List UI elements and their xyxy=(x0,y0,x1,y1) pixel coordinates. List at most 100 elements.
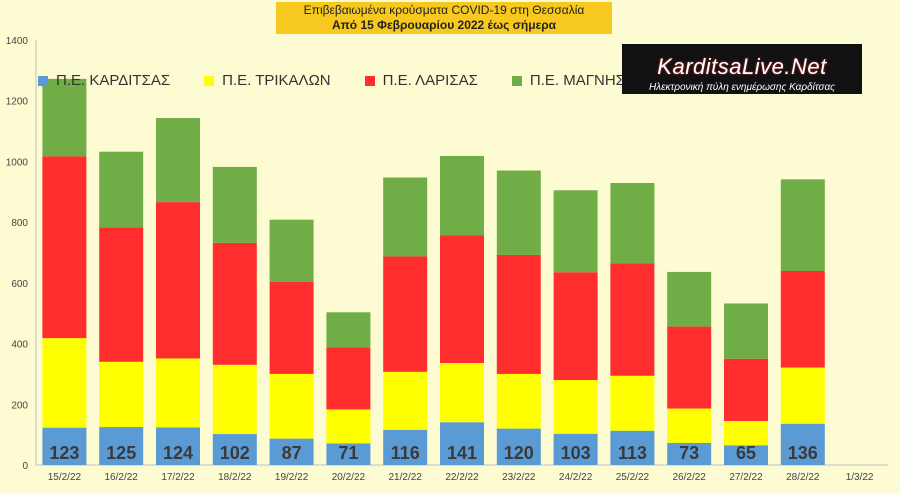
bar-segment xyxy=(667,271,712,327)
bar-segment xyxy=(326,409,371,444)
data-label: 71 xyxy=(338,443,358,463)
data-label: 123 xyxy=(49,443,79,463)
legend-swatch-magnesia xyxy=(511,75,522,86)
data-label: 103 xyxy=(561,443,591,463)
chart-title: Επιβεβαιωμένα κρούσματα COVID-19 στη Θεσ… xyxy=(303,3,585,17)
x-tick-label: 1/3/22 xyxy=(846,472,874,483)
bar-segment xyxy=(440,235,484,363)
y-tick-label: 400 xyxy=(11,340,28,351)
x-tick-label: 19/2/22 xyxy=(275,472,309,483)
bar-segment xyxy=(667,326,712,409)
bar-segment xyxy=(724,445,768,465)
bar-segment xyxy=(724,358,768,421)
y-tick-label: 1400 xyxy=(6,36,29,47)
x-tick-label: 21/2/22 xyxy=(389,472,423,483)
bar-segment xyxy=(496,373,541,429)
x-tick-label: 20/2/22 xyxy=(332,472,366,483)
bar-segment xyxy=(496,428,541,465)
bar-segment xyxy=(496,254,541,374)
bar-segment xyxy=(553,433,598,465)
bar-segment xyxy=(99,227,144,362)
bar-segment xyxy=(156,202,200,359)
x-tick-label: 28/2/22 xyxy=(786,472,820,483)
x-tick-label: 26/2/22 xyxy=(673,472,707,483)
bar-segment xyxy=(553,190,598,273)
chart-title-box: Επιβεβαιωμένα κρούσματα COVID-19 στη Θεσ… xyxy=(276,2,612,34)
x-tick-label: 17/2/22 xyxy=(161,472,195,483)
data-label: 102 xyxy=(220,443,250,463)
bar-segment xyxy=(42,338,87,428)
bar-segment xyxy=(269,281,314,374)
y-tick-label: 600 xyxy=(11,279,28,290)
bar-segment xyxy=(610,182,655,264)
bar-segment xyxy=(212,434,257,465)
bar-segment xyxy=(42,427,87,465)
legend-label-magnesia: Π.Ε. ΜΑΓΝΗΣΙΑΣ xyxy=(529,72,649,89)
bar-segment xyxy=(383,177,428,257)
bar-segment xyxy=(667,442,712,465)
data-label: 136 xyxy=(788,443,818,463)
bar-segment xyxy=(440,363,484,423)
bar-segment xyxy=(99,427,144,465)
legend-item-magnesia: Π.Ε. ΜΑΓΝΗΣΙΑΣ xyxy=(511,72,649,89)
bar-segment xyxy=(780,367,825,424)
data-label: 116 xyxy=(391,443,420,463)
bar-segment xyxy=(326,347,371,410)
data-label: 87 xyxy=(282,443,302,463)
bar-segment xyxy=(99,151,144,228)
y-tick-label: 200 xyxy=(11,400,28,411)
legend-label-larisa: Π.Ε. ΛΑΡΙΣΑΣ xyxy=(382,72,478,89)
brand-logo: KarditsaLive.Net xyxy=(657,54,827,79)
y-tick-label: 0 xyxy=(22,461,28,472)
bar-segment xyxy=(42,156,87,339)
bar-segment xyxy=(440,422,484,465)
data-label: 141 xyxy=(447,443,477,463)
bar-segment xyxy=(156,118,200,203)
x-tick-label: 23/2/22 xyxy=(502,472,536,483)
bar-segment xyxy=(610,375,655,431)
bar-segment xyxy=(724,303,768,359)
legend-swatch-larisa xyxy=(364,75,375,86)
bar-segment xyxy=(383,429,428,465)
x-tick-label: 16/2/22 xyxy=(105,472,139,483)
brand-tagline: Ηλεκτρονική πύλη ενημέρωσης Καρδίτσας xyxy=(648,82,836,93)
y-tick-label: 800 xyxy=(11,218,28,229)
bar-segment xyxy=(99,361,144,428)
x-tick-label: 25/2/22 xyxy=(616,472,650,483)
x-tick-label: 22/2/22 xyxy=(445,472,479,483)
bar-segment xyxy=(212,364,257,435)
data-label: 73 xyxy=(679,443,699,463)
bar-segment xyxy=(269,219,314,282)
data-label: 65 xyxy=(736,443,756,463)
bar-segment xyxy=(383,371,428,430)
brand-banner: KarditsaLive.Net Ηλεκτρονική πύλη ενημέρ… xyxy=(622,44,862,94)
data-label: 125 xyxy=(106,443,136,463)
x-tick-label: 15/2/22 xyxy=(48,472,82,483)
legend-item-larisa: Π.Ε. ΛΑΡΙΣΑΣ xyxy=(364,72,478,89)
bar-segment xyxy=(326,443,371,465)
bar-segment xyxy=(610,430,655,465)
bar-segment xyxy=(440,155,484,236)
legend-item-karditsa: Π.Ε. ΚΑΡΔΙΤΣΑΣ xyxy=(38,72,170,89)
bar-segment xyxy=(212,242,257,365)
legend-item-trikala: Π.Ε. ΤΡΙΚΑΛΩΝ xyxy=(204,72,331,89)
bar-segment xyxy=(553,272,598,380)
bar-segment xyxy=(42,78,87,157)
bar-segment xyxy=(496,170,541,255)
bar-segment xyxy=(212,166,257,243)
bar-segment xyxy=(269,438,314,465)
bar-segment xyxy=(156,427,200,465)
bar-segment xyxy=(553,380,598,434)
bar-segment xyxy=(383,256,428,372)
bar-segment xyxy=(724,420,768,446)
y-tick-label: 1200 xyxy=(6,97,29,108)
x-tick-label: 18/2/22 xyxy=(218,472,252,483)
legend-label-trikala: Π.Ε. ΤΡΙΚΑΛΩΝ xyxy=(222,72,331,89)
legend-swatch-trikala xyxy=(204,75,215,86)
bar-segment xyxy=(780,179,825,272)
y-tick-label: 1000 xyxy=(6,157,29,168)
chart-legend: Π.Ε. ΚΑΡΔΙΤΣΑΣ Π.Ε. ΤΡΙΚΑΛΩΝ Π.Ε. ΛΑΡΙΣΑ… xyxy=(38,72,682,89)
x-tick-label: 27/2/22 xyxy=(729,472,763,483)
bar-segment xyxy=(269,373,314,439)
